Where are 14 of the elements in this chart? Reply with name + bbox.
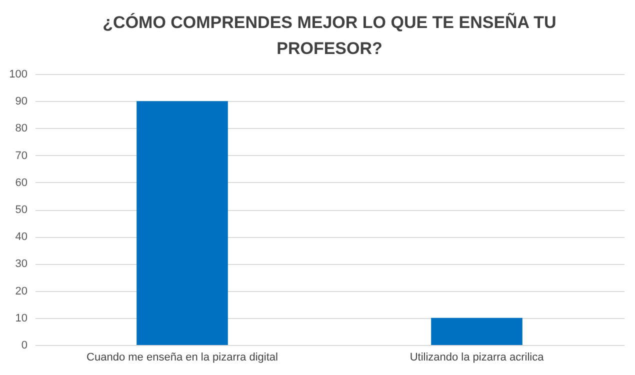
- y-tick-label: 100: [9, 68, 28, 80]
- y-tick-label: 90: [15, 96, 28, 108]
- y-tick-label: 30: [15, 258, 28, 270]
- y-tick-label: 50: [15, 204, 28, 216]
- x-tick-label: Utilizando la pizarra acrilica: [410, 352, 545, 364]
- x-tick-label: Cuando me enseña en la pizarra digital: [86, 352, 278, 364]
- y-tick-label: 70: [15, 150, 28, 162]
- chart-title: ¿CÓMO COMPRENDES MEJOR LO QUE TE ENSEÑA TU PROFESOR?: [102, 12, 556, 58]
- y-tick-label: 0: [21, 340, 28, 352]
- y-tick-label: 40: [15, 231, 28, 244]
- y-tick-label: 80: [15, 122, 28, 135]
- y-tick-label: 60: [15, 176, 28, 189]
- y-tick-label: 10: [15, 312, 28, 324]
- y-tick-label: 20: [15, 285, 28, 298]
